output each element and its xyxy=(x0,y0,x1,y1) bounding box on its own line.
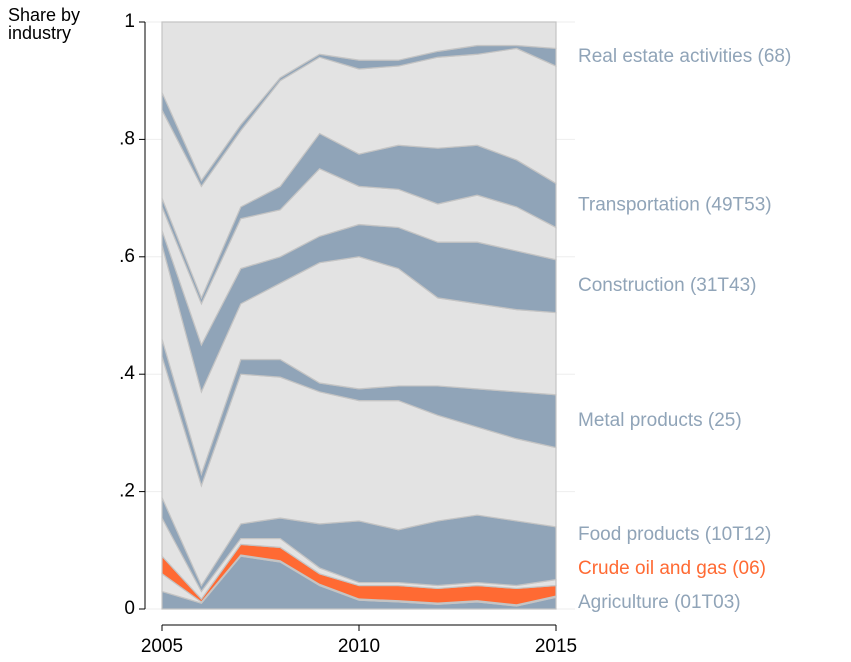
series-label: Crude oil and gas (06) xyxy=(578,558,766,579)
y-tick-label: .6 xyxy=(119,246,135,267)
x-tick-label: 2015 xyxy=(535,636,577,657)
series-label: Food products (10T12) xyxy=(578,524,771,545)
y-tick-label: 0 xyxy=(124,598,135,619)
other-area xyxy=(161,21,557,182)
series-label: Real estate activities (68) xyxy=(578,46,791,67)
x-tick-label: 2005 xyxy=(141,636,183,657)
y-tick-label: .8 xyxy=(119,128,135,149)
series-label: Agriculture (01T03) xyxy=(578,592,741,613)
series-label: Metal products (25) xyxy=(578,410,742,431)
x-tick-label: 2010 xyxy=(338,636,380,657)
y-tick-label: .4 xyxy=(119,363,135,384)
series-label: Transportation (49T53) xyxy=(578,194,772,215)
series-label: Construction (31T43) xyxy=(578,275,756,296)
y-tick-label: .2 xyxy=(119,481,135,502)
y-axis-label: Share by industry xyxy=(8,5,81,43)
y-tick-label: 1 xyxy=(124,11,135,32)
